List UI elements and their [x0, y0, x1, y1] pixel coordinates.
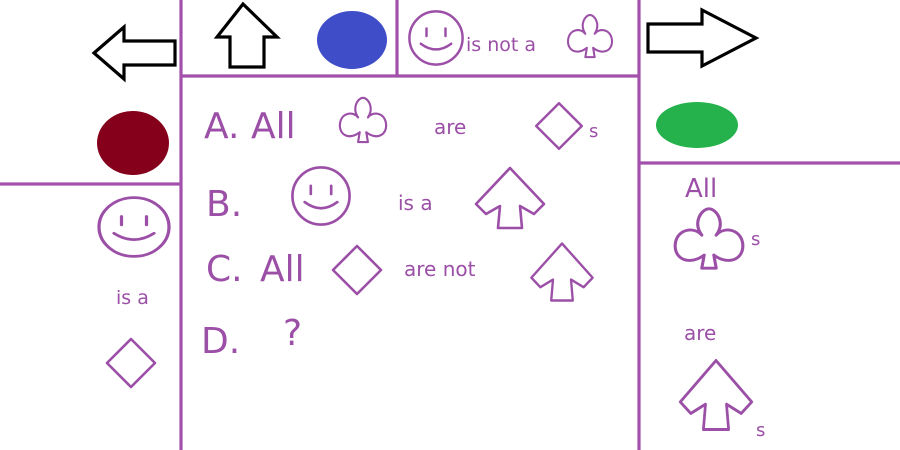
- statement-is-not-a: is not a: [466, 34, 536, 56]
- right-all: All: [685, 174, 717, 204]
- up-arrow-icon: [213, 1, 281, 69]
- smiley-icon: [291, 166, 351, 226]
- option-a-all: All: [251, 106, 296, 147]
- option-b-letter: B.: [206, 184, 242, 225]
- option-d-question: ?: [283, 313, 302, 354]
- option-c-all: All: [260, 249, 305, 290]
- right-plural-1: s: [751, 229, 760, 250]
- option-c-are-not: are not: [404, 257, 476, 281]
- club-icon: [566, 14, 614, 59]
- club-icon: [338, 96, 388, 144]
- blue-dot: [317, 11, 387, 69]
- diamond-icon: [105, 337, 157, 389]
- option-d-letter: D.: [201, 321, 240, 362]
- right-arrow-icon: [646, 7, 760, 69]
- diamond-icon: [534, 101, 584, 151]
- smiley-icon: [408, 10, 464, 66]
- option-a-plural: s: [589, 121, 598, 142]
- option-c-letter: C.: [206, 249, 243, 290]
- option-b-is-a: is a: [398, 191, 433, 215]
- right-plural-2: s: [756, 420, 765, 441]
- spade-icon: [678, 359, 754, 431]
- left-arrow-icon: [91, 23, 177, 83]
- option-a-are: are: [434, 115, 466, 139]
- club-icon: [673, 207, 745, 270]
- red-dot: [97, 111, 169, 175]
- diamond-icon: [331, 244, 383, 296]
- smiley-icon: [97, 195, 171, 259]
- green-dot: [656, 102, 738, 148]
- right-are: are: [684, 321, 716, 345]
- spade-icon: [530, 242, 594, 302]
- option-a-letter: A.: [204, 106, 239, 147]
- spade-icon: [474, 166, 546, 230]
- left-is-a: is a: [116, 287, 149, 309]
